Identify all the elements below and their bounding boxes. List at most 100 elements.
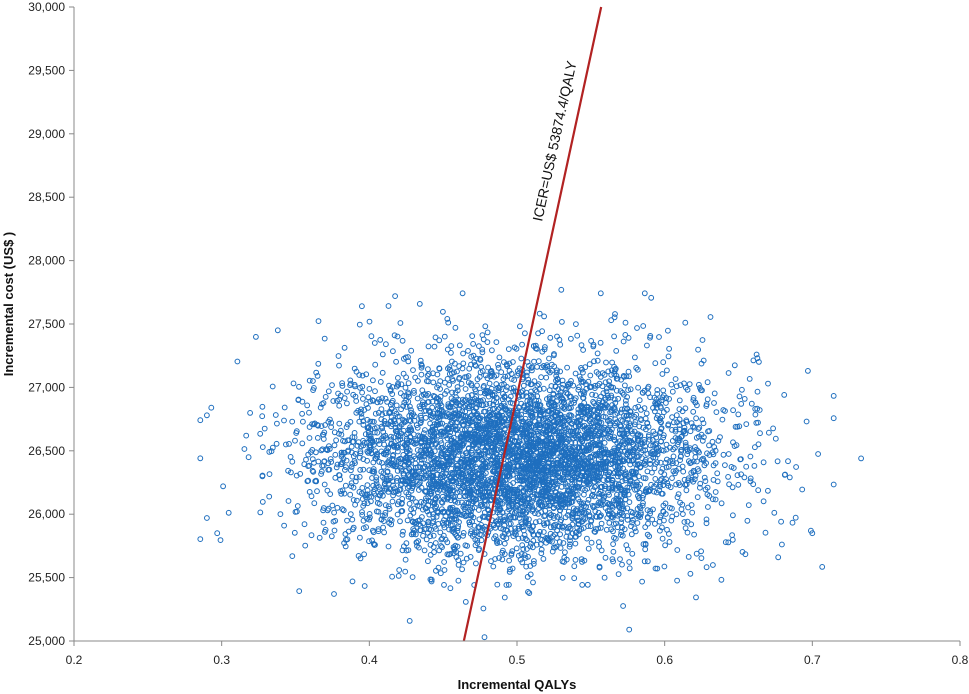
scatter-point [259,403,266,410]
scatter-point [440,308,446,315]
scatter-point [422,414,429,421]
scatter-point [418,460,425,467]
scatter-point [464,452,471,459]
scatter-point [451,497,458,504]
scatter-point [421,456,428,463]
scatter-point [479,349,486,356]
scatter-point [659,371,666,377]
scatter-point [531,558,537,564]
scatter-point [567,450,574,457]
scatter-point [664,480,671,486]
scatter-point [521,552,528,558]
scatter-point [394,333,401,340]
scatter-point [622,319,629,326]
scatter-point [393,402,400,409]
scatter-point [375,409,382,416]
scatter-point [532,342,539,349]
scatter-point [327,491,334,498]
scatter-point [591,484,598,491]
scatter-point [342,531,349,537]
scatter-point [429,404,436,411]
scatter-point [623,470,629,477]
scatter-point [427,552,434,558]
scatter-point [291,529,298,536]
scatter-point [425,399,432,405]
scatter-point [283,441,289,448]
scatter-point [368,333,375,340]
scatter-point [680,511,686,517]
scatter-point [443,432,449,439]
scatter-point [631,414,638,420]
scatter-point [530,579,536,586]
scatter-point [474,540,481,546]
scatter-point [421,547,428,554]
scatter-point [366,538,372,545]
scatter-point [495,364,502,371]
scatter-point [442,391,448,397]
scatter-point [281,404,288,411]
scatter-point [422,391,429,398]
scatter-point [306,435,313,441]
scatter-point [704,396,711,403]
scatter-point [524,546,530,552]
scatter-point [399,547,406,554]
scatter-point [273,440,280,447]
scatter-point [604,477,611,484]
scatter-point [658,405,664,411]
scatter-point [386,382,392,389]
scatter-point [580,347,586,353]
scatter-point [682,405,689,412]
scatter-point [344,421,351,428]
scatter-point [259,444,266,451]
scatter-point [535,381,542,388]
scatter-point [370,377,376,384]
scatter-point [624,513,630,519]
scatter-point [561,523,568,530]
scatter-point [612,311,618,317]
scatter-point [462,413,469,419]
scatter-point [729,532,735,538]
scatter-point [336,420,343,427]
scatter-point [603,526,610,533]
scatter-point [387,460,394,467]
scatter-point [433,567,439,574]
scatter-point [454,528,461,534]
scatter-point [468,479,475,485]
scatter-point [644,514,651,520]
scatter-point [447,585,454,592]
scatter-point [668,381,675,388]
scatter-point [470,495,477,502]
scatter-point [380,429,387,435]
scatter-point [779,541,785,548]
scatter-point [418,439,425,446]
scatter-point [538,492,544,498]
scatter-point [677,453,684,460]
scatter-point [549,548,556,555]
scatter-point [786,474,793,481]
scatter-point [446,414,453,421]
scatter-point [830,393,837,399]
scatter-point [465,373,472,379]
scatter-point [266,493,273,500]
scatter-point [315,360,322,367]
scatter-point [461,422,467,429]
scatter-point [567,541,573,548]
scatter-point [501,594,508,601]
scatter-point [417,420,424,427]
scatter-point [722,539,729,546]
scatter-point [630,509,636,516]
scatter-point [711,400,717,406]
scatter-point [518,411,524,418]
scatter-point [441,333,448,340]
scatter-point [412,437,419,444]
scatter-point [597,290,604,297]
scatter-point [564,528,571,535]
scatter-point [417,357,424,364]
scatter-point [359,383,366,390]
scatter-point [439,535,446,542]
scatter-point [444,485,451,492]
scatter-point [601,371,608,378]
scatter-point [710,562,716,568]
scatter-point [755,441,762,448]
scatter-point [567,412,574,419]
